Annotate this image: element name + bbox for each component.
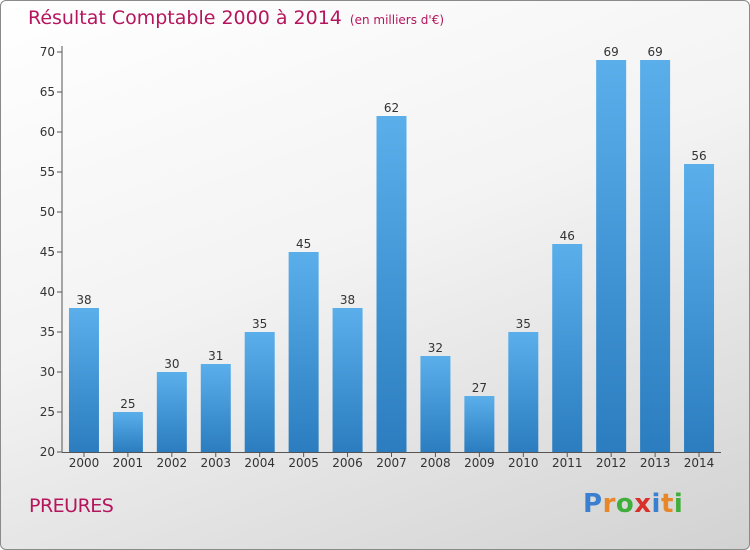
y-tick-label: 65: [40, 85, 55, 99]
logo-letter: t: [660, 489, 674, 519]
x-tick-label: 2008: [420, 456, 451, 470]
logo-letter: i: [673, 489, 684, 519]
chart-title: Résultat Comptable 2000 à 2014 (en millie…: [28, 7, 444, 29]
chart-axes: 20 25 30 35 40 45 50 55 60 65 70: [40, 45, 721, 459]
y-tick-label: 20: [40, 445, 55, 459]
proxiti-logo: Proxiti: [583, 489, 683, 519]
bar-value-label: 45: [296, 237, 311, 251]
bar: [552, 244, 583, 452]
bar-value-label: 38: [340, 293, 355, 307]
bar-value-label: 46: [560, 229, 575, 243]
x-tick-label: 2013: [640, 456, 671, 470]
bar-value-label: 38: [76, 293, 91, 307]
bar-value-label: 62: [384, 101, 399, 115]
bar: [640, 60, 671, 452]
bar-value-label: 25: [120, 397, 135, 411]
y-tick-label: 70: [40, 45, 55, 59]
x-tick-label: 2006: [332, 456, 363, 470]
commune-name: PREURES: [29, 495, 114, 517]
x-tick-label: 2005: [288, 456, 319, 470]
y-tick-label: 55: [40, 165, 55, 179]
x-tick-label: 2014: [684, 456, 715, 470]
bar: [376, 116, 407, 452]
x-tick-label: 2004: [244, 456, 275, 470]
x-tick-label: 2011: [552, 456, 583, 470]
bar: [156, 372, 187, 452]
logo-letter: x: [634, 489, 652, 519]
bar-value-label: 27: [472, 381, 487, 395]
bar: [200, 364, 231, 452]
y-tick-label: 35: [40, 325, 55, 339]
logo-letter: r: [602, 489, 616, 519]
bar: [596, 60, 627, 452]
bar: [68, 308, 99, 452]
y-tick-label: 25: [40, 405, 55, 419]
x-tick-label: 2010: [508, 456, 539, 470]
bar-chart: 20 25 30 35 40 45 50 55 60 65 70 2000 38 2001 25 2002 3…: [40, 45, 721, 470]
y-tick-label: 40: [40, 285, 55, 299]
chart-title-text: Résultat Comptable 2000 à 2014: [28, 7, 342, 29]
logo-letter: P: [583, 489, 603, 519]
y-tick-label: 60: [40, 125, 55, 139]
logo-letter: i: [651, 489, 661, 519]
x-tick-label: 2001: [113, 456, 144, 470]
bar: [112, 412, 143, 452]
logo-letter: o: [615, 489, 635, 519]
bar-value-label: 31: [208, 349, 223, 363]
bar-value-label: 56: [691, 149, 706, 163]
y-tick-label: 45: [40, 245, 55, 259]
bar: [420, 356, 451, 452]
x-tick-label: 2000: [69, 456, 100, 470]
bar-value-label: 35: [252, 317, 267, 331]
bar-value-label: 69: [647, 45, 662, 59]
bar: [464, 396, 495, 452]
bar: [508, 332, 539, 452]
y-tick-label: 50: [40, 205, 55, 219]
chart-bars: [68, 60, 715, 452]
x-tick-label: 2002: [157, 456, 188, 470]
bar-value-label: 35: [516, 317, 531, 331]
bar-value-label: 30: [164, 357, 179, 371]
bar-value-label: 69: [604, 45, 619, 59]
bar: [288, 252, 319, 452]
chart-labels: 2000 38 2001 25 2002 30 2003 31 2004 35 2005 45 2006…: [69, 45, 715, 470]
bar: [332, 308, 363, 452]
bar: [684, 164, 715, 452]
bar: [244, 332, 275, 452]
chart-title-unit: (en milliers d'€): [349, 13, 445, 27]
x-tick-label: 2012: [596, 456, 627, 470]
y-tick-label: 30: [40, 365, 55, 379]
x-tick-label: 2003: [200, 456, 231, 470]
x-tick-label: 2009: [464, 456, 495, 470]
x-tick-label: 2007: [376, 456, 407, 470]
bar-value-label: 32: [428, 341, 443, 355]
